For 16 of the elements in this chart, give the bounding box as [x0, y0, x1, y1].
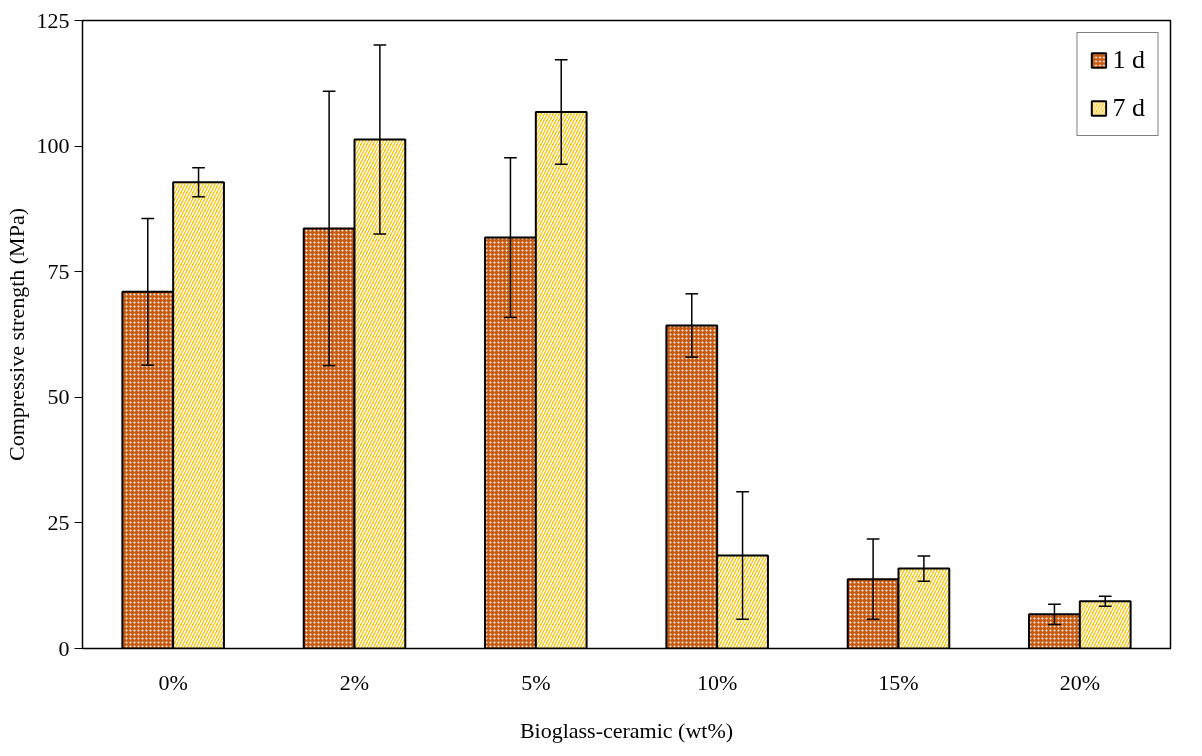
y-tick-label: 125 [36, 7, 70, 33]
y-tick-label: 100 [36, 133, 70, 159]
y-tick-label: 75 [47, 258, 70, 284]
x-axis-title: Bioglass-ceramic (wt%) [519, 717, 734, 743]
y-tick-label: 50 [47, 384, 70, 410]
x-tick-label: 0% [158, 669, 188, 695]
x-tick-label: 5% [521, 669, 551, 695]
x-tick-label: 15% [878, 669, 919, 695]
legend-label: 7 d [1112, 93, 1145, 123]
y-tick-label: 25 [47, 509, 70, 535]
legend-label: 1 d [1112, 45, 1145, 75]
y-tick-label: 0 [58, 635, 70, 661]
y-axis-title: Compressive strength (MPa) [3, 208, 29, 461]
x-tick-label: 10% [697, 669, 738, 695]
x-tick-label: 20% [1059, 669, 1100, 695]
x-tick-label: 2% [339, 669, 370, 695]
